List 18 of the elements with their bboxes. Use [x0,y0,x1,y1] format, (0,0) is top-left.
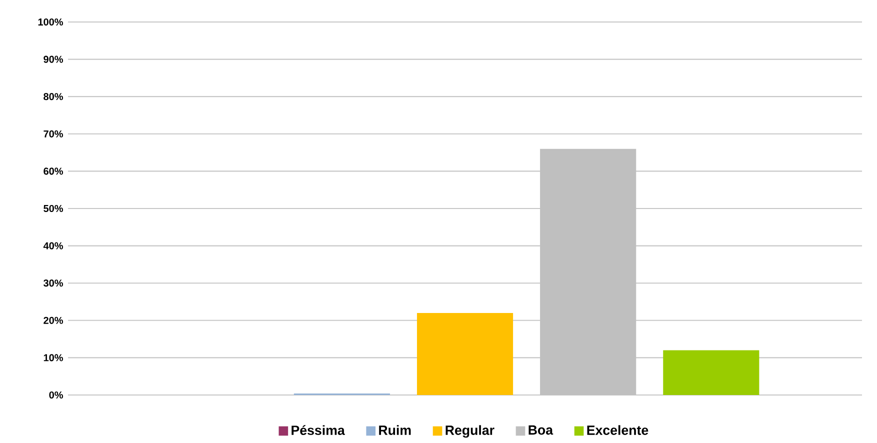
y-tick-label: 40% [43,242,64,250]
y-tick-label: 20% [44,316,64,324]
bar [416,312,514,395]
legend-label: Regular [446,425,494,438]
y-tick-label: 50% [44,204,64,212]
y-tick-label: 90% [44,56,64,63]
legend-label: Péssima [292,425,345,436]
legend-label: Boa [528,425,554,435]
y-tick-label: 0% [49,391,64,399]
y-tick-label: 30% [44,280,64,287]
y-tick-label: 60% [44,168,64,175]
bar [663,350,760,395]
legend-label: Excelente [587,425,648,435]
y-tick-label: 100% [38,18,64,26]
y-tick-label: 80% [44,93,64,100]
y-tick-label: 70% [44,130,64,138]
y-tick-label: 10% [44,354,64,362]
legend-label: Ruim [379,425,411,435]
